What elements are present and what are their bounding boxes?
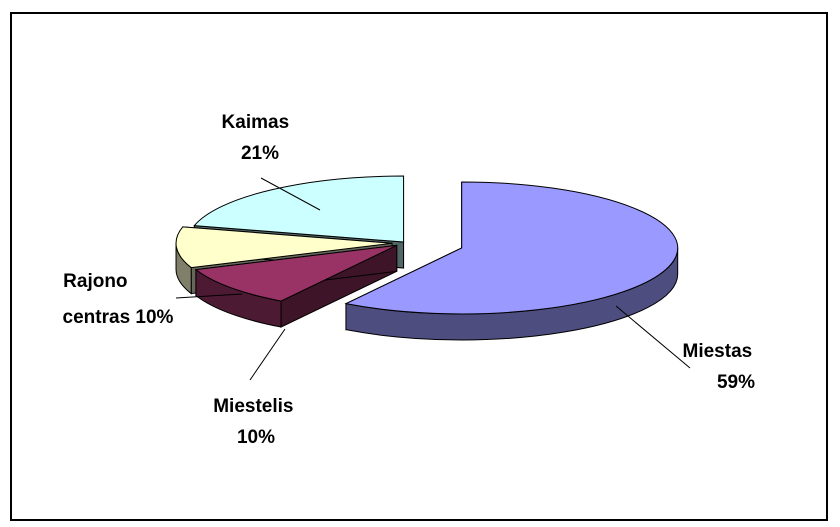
- slice-label-miestas: Miestas 59%: [683, 341, 758, 393]
- slice-top-miestas: [344, 181, 679, 315]
- slice-label-rajono-line2: centras 10%: [63, 307, 174, 328]
- slice-label-miestelis-line1: Miestelis: [213, 396, 293, 417]
- slices-layer: [175, 175, 679, 341]
- slice-label-rajono: Rajono centras 10%: [63, 271, 174, 328]
- leader-line-rajono: [175, 293, 243, 299]
- slice-top-kaimas: [193, 175, 405, 243]
- slice-label-miestas-line2: 59%: [717, 372, 755, 393]
- leader-line-miestas: [615, 305, 691, 369]
- slice-label-rajono-line1: Rajono: [63, 271, 127, 292]
- chart-area: [10, 12, 828, 521]
- slice-label-kaimas-line1: Kaimas: [222, 112, 290, 133]
- labels-layer: Miestas 59% Miestelis 10% Rajono centras…: [63, 112, 758, 448]
- slice-top-rajono: [175, 226, 393, 269]
- pie-slice-miestas: [344, 181, 679, 341]
- leader-line-kaimas: [260, 177, 321, 211]
- slice-label-kaimas: Kaimas 21%: [222, 112, 295, 164]
- leader-line-miestelis: [249, 328, 286, 381]
- slice-label-miestelis: Miestelis 10%: [213, 396, 299, 448]
- slice-label-miestelis-line2: 10%: [237, 427, 275, 448]
- slice-label-kaimas-line2: 21%: [241, 143, 279, 164]
- slice-top-miestelis: [194, 244, 397, 302]
- slice-label-miestas-line1: Miestas: [683, 341, 753, 362]
- pie-slice-miestelis: [194, 244, 398, 328]
